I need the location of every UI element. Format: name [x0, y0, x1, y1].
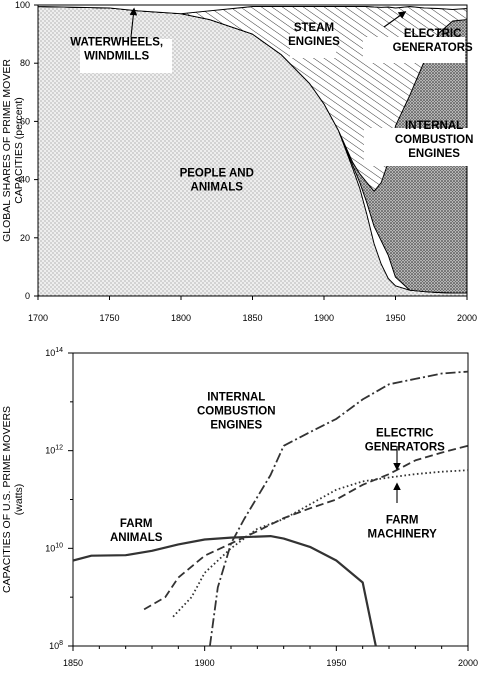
y-tick-label: 40: [20, 175, 30, 185]
label-background: [290, 32, 336, 58]
x-tick-label: 1900: [195, 658, 215, 668]
label-electric-generators: ELECTRIC GENERATORS: [365, 427, 445, 453]
y-tick-label: 1012: [45, 445, 63, 456]
y-tick-label: 1014: [45, 347, 63, 358]
x-tick-label: 1950: [326, 658, 346, 668]
y-tick-label: 80: [20, 58, 30, 68]
label-internal-combustion-engines: INTERNAL COMBUSTION ENGINES: [197, 392, 276, 432]
x-tick-label: 1750: [99, 313, 119, 323]
label-background: [80, 39, 172, 73]
y-tick-label: 20: [20, 233, 30, 243]
x-tick-label: 1800: [171, 313, 191, 323]
line-electric-generators: [143, 444, 468, 611]
label-internal-combustion-engines: INTERNAL COMBUSTION ENGINES: [395, 120, 474, 160]
label-farm-animals: FARM ANIMALS: [110, 518, 163, 544]
label-waterwheels-windmills: WATERWHEELS, WINDMILLS: [70, 37, 163, 63]
arrow-electric-generators: [383, 11, 407, 28]
y-tick-label: 60: [20, 116, 30, 126]
label-electric-generators: ELECTRIC GENERATORS: [393, 28, 473, 54]
arrow-waterwheels-windmills: [129, 7, 138, 38]
us-capacities-line-chart: 108 1010 1012 1014 1850 1900 1950 2000 CAPACITIE…: [1, 347, 478, 668]
label-people-and-animals: PEOPLE AND ANIMALS: [180, 168, 254, 194]
y-axis-label: GLOBAL SHARES OF PRIME MOVERCAPACITIES (…: [1, 59, 25, 242]
x-tick-label: 1900: [314, 313, 334, 323]
y-tick-label: 1010: [45, 542, 63, 553]
line-farm-machinery: [172, 469, 468, 618]
x-tick-label: 2000: [458, 658, 478, 668]
label-farm-machinery: FARM MACHINERY: [368, 514, 438, 540]
x-tick-label: 2000: [457, 313, 477, 323]
x-tick-label: 1850: [242, 313, 262, 323]
y-tick-label: 108: [49, 640, 63, 651]
global-shares-area-chart: 1700 1750 1800 1850 1900 1950 2000 0 20 40 60 80 100…: [1, 0, 477, 323]
plot-frame: [72, 352, 469, 647]
label-background: [363, 37, 465, 63]
line-internal-combustion-engines: [209, 370, 468, 646]
y-axis-label: CAPACITIES OF U.S. PRIME MOVERS(watts): [1, 406, 25, 593]
line-farm-animals: [73, 534, 377, 646]
label-steam-engines: STEAM ENGINES: [288, 22, 340, 48]
y-tick-label: 0: [25, 291, 30, 301]
y-tick-label: 100: [15, 0, 30, 10]
x-tick-label: 1950: [385, 313, 405, 323]
x-tick-label: 1850: [63, 658, 83, 668]
label-background: [364, 128, 468, 166]
x-tick-label: 1700: [28, 313, 48, 323]
